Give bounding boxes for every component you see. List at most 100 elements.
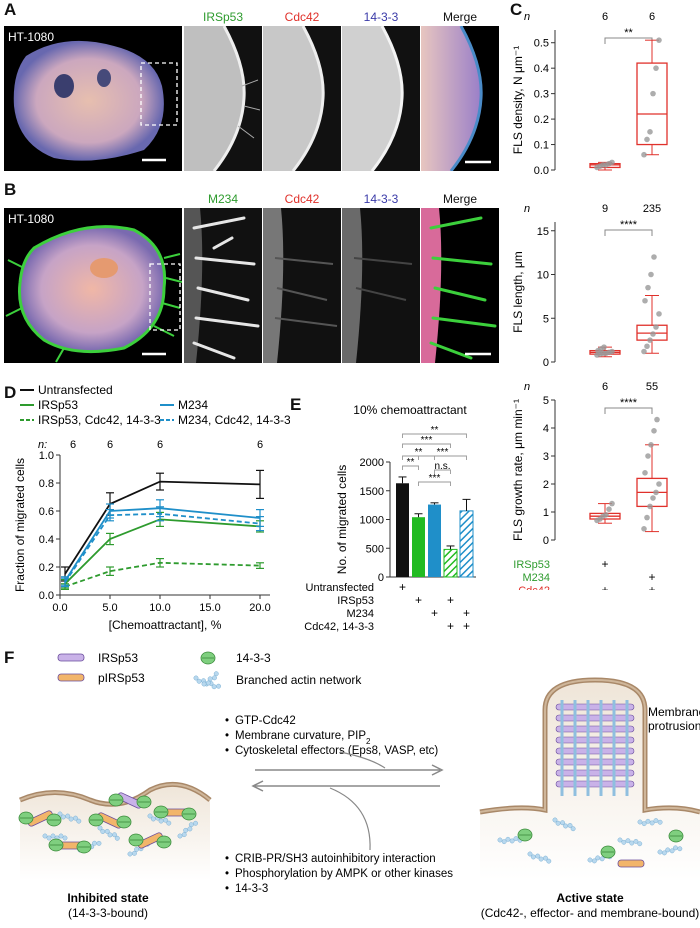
x-mark: + xyxy=(601,583,608,590)
pirsp53-free xyxy=(617,859,645,868)
x-tick-label: 20.0 xyxy=(249,602,270,614)
series-line xyxy=(64,480,261,575)
actin-subunit xyxy=(637,841,643,847)
activator-text: GTP-Cdc42 xyxy=(235,715,296,727)
active-irsp53-stack xyxy=(555,769,635,777)
panel-label-b: B xyxy=(4,180,17,199)
y-tick-label: 0.6 xyxy=(39,506,54,518)
actin-subunit xyxy=(543,855,548,861)
legend-label: IRSp53 xyxy=(98,651,138,665)
actin-subunit xyxy=(92,840,97,846)
significance-label: **** xyxy=(620,397,638,409)
data-point xyxy=(603,512,609,518)
significance-label: n.s. xyxy=(434,461,450,472)
row-mark: + xyxy=(447,619,454,633)
x-row-label: Cdc42 xyxy=(518,585,550,590)
significance-label: *** xyxy=(421,435,433,446)
actin-subunit xyxy=(555,820,561,826)
actin-filament xyxy=(527,851,552,864)
data-point xyxy=(651,254,657,260)
actin-subunit xyxy=(669,848,675,854)
activator-bullet: • xyxy=(225,715,229,727)
inhibitor-bullet: • xyxy=(225,883,229,895)
row-mark: + xyxy=(431,606,438,620)
n-value: 6 xyxy=(107,439,113,451)
y-tick-label: 0.5 xyxy=(534,38,549,50)
actin-subunit xyxy=(657,819,663,825)
data-point xyxy=(645,453,651,459)
y-tick-label: 0 xyxy=(543,535,549,547)
inhibitor-text: CRIB-PR/SH3 autoinhibitory interaction xyxy=(235,853,436,865)
data-point xyxy=(656,311,662,317)
inhibitor-text: 14-3-3 xyxy=(235,883,268,895)
actin-subunit xyxy=(509,838,515,844)
y-axis-label: FLS density, N μm⁻¹ xyxy=(511,46,525,154)
actin-subunit xyxy=(563,823,568,829)
cell-line-label-a: HT-1080 xyxy=(8,30,55,44)
y-tick-label: 1000 xyxy=(360,515,384,527)
actin-subunit xyxy=(158,818,164,824)
data-point xyxy=(653,324,659,330)
y-tick-label: 0.2 xyxy=(39,562,54,574)
bar xyxy=(396,483,409,577)
y-tick-label: 15 xyxy=(537,226,549,238)
actin-subunit xyxy=(641,821,647,827)
significance-label: ** xyxy=(415,447,423,458)
data-point xyxy=(653,489,659,496)
channel-label-a-3: 14-3-3 xyxy=(363,10,399,24)
actin-subunit xyxy=(46,835,52,841)
y-tick-label: 5 xyxy=(543,313,549,325)
actin-subunit xyxy=(567,823,573,828)
inhibitor-bullet: • xyxy=(225,853,229,865)
actin-subunit xyxy=(587,857,593,863)
micrograph-b-merge xyxy=(421,208,499,363)
micrograph-a-irsp53 xyxy=(184,26,262,171)
n-label: n xyxy=(524,381,530,393)
row-mark: + xyxy=(463,619,470,633)
n-label: n xyxy=(524,203,530,215)
actin-subunit xyxy=(205,680,211,686)
actin-subunit xyxy=(107,832,113,838)
actin-subunit xyxy=(188,822,194,828)
actin-subunit xyxy=(201,681,207,687)
bar xyxy=(459,510,474,578)
series-line xyxy=(64,507,261,582)
actin-subunit xyxy=(207,676,213,682)
actin-subunit xyxy=(546,858,552,864)
actin-subunit xyxy=(625,838,631,844)
actin-subunit xyxy=(58,833,64,839)
actin-subunit xyxy=(527,851,533,857)
box-body xyxy=(636,62,668,146)
legend-label: M234, Cdc42, 14-3-3 xyxy=(178,413,290,427)
micrograph-a-cdc42 xyxy=(263,26,341,171)
legend-label: IRSp53, Cdc42, 14-3-3 xyxy=(38,413,161,427)
row-label: IRSp53 xyxy=(337,595,374,607)
data-point xyxy=(641,348,647,355)
actin-subunit xyxy=(538,856,544,862)
actin-subunit xyxy=(621,839,627,845)
actin-subunit xyxy=(114,835,120,841)
n-value: 6 xyxy=(70,439,76,451)
actin-subunit xyxy=(591,858,597,864)
actin-subunit xyxy=(665,847,671,853)
actin-subunit xyxy=(177,833,183,839)
y-tick-label: 5 xyxy=(543,395,549,407)
y-tick-label: 0.8 xyxy=(39,478,54,490)
y-axis-label: FLS length, μm xyxy=(511,251,525,333)
cell-line-label-b: HT-1080 xyxy=(8,212,55,226)
n-label: n xyxy=(524,11,530,23)
actin-subunit xyxy=(497,837,503,843)
actin-subunit xyxy=(42,833,48,839)
data-point xyxy=(650,495,656,501)
data-point xyxy=(601,344,607,350)
row-mark: + xyxy=(463,606,470,620)
legend-label: Untransfected xyxy=(38,383,113,397)
n-value: 9 xyxy=(602,203,608,215)
n-value: 6 xyxy=(602,381,608,393)
channel-label-a-2: Cdc42 xyxy=(284,10,320,24)
channel-label-a-4: Merge xyxy=(442,10,477,24)
x-row-label: M234 xyxy=(522,572,550,584)
significance-label: ** xyxy=(407,457,415,468)
data-point xyxy=(650,90,656,97)
data-point xyxy=(642,470,648,476)
